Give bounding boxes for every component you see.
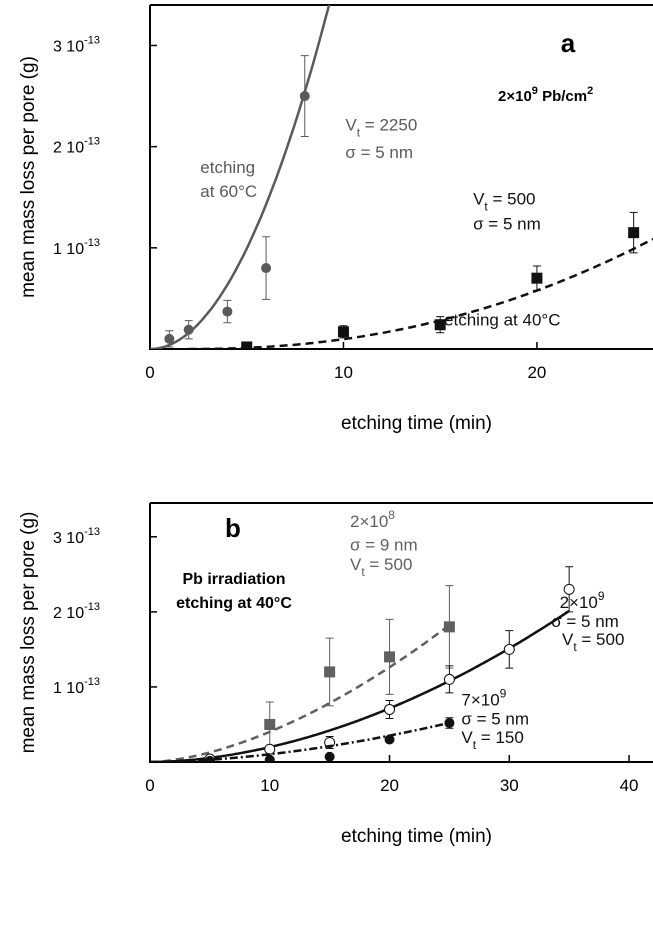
- x-tick-label: 10: [334, 363, 353, 382]
- panel-a: 0 10 20 1 10-13 2 10-13 3 10-13 etching time (…: [18, 4, 653, 434]
- series-label: 7×109: [461, 687, 506, 710]
- data-point: [324, 666, 336, 678]
- data-point: [183, 324, 194, 335]
- x-tick-label: 30: [500, 776, 519, 795]
- x-tick-label: 0: [145, 363, 154, 382]
- series-0: [150, 585, 455, 762]
- y-tick-label: 2 10-13: [53, 601, 100, 622]
- y-tick-label: 1 10-13: [53, 237, 100, 258]
- y-axis-label: mean mass loss per pore (g): [18, 56, 39, 298]
- y-tick-label: 3 10-13: [53, 34, 100, 55]
- x-axis-label: etching time (min): [341, 826, 492, 847]
- data-point: [299, 91, 310, 102]
- series-label: 2×109: [560, 589, 605, 612]
- fit-curve: [150, 609, 570, 762]
- data-point: [324, 751, 335, 762]
- data-point: [443, 621, 455, 633]
- data-point: [443, 673, 455, 685]
- annotation-fluence: 2×109 Pb/cm2: [498, 85, 593, 105]
- series-label: σ = 5 nm: [551, 612, 619, 631]
- y-tick-label: 1 10-13: [53, 676, 100, 697]
- series-label: Vt = 500: [350, 555, 412, 579]
- fit-curve: [150, 721, 450, 762]
- panel-label: b: [225, 513, 241, 543]
- x-tick-label: 40: [620, 776, 639, 795]
- series-label: σ = 9 nm: [350, 535, 418, 554]
- data-point: [261, 263, 272, 274]
- series-label: Vt = 500: [562, 630, 624, 654]
- x-axis-label: etching time (min): [341, 413, 492, 434]
- panel-label: a: [561, 28, 576, 58]
- x-tick-label: 20: [380, 776, 399, 795]
- series-label: etching at 40°C: [444, 311, 560, 330]
- series-label: Vt = 2250: [345, 115, 417, 139]
- axes-frame: [149, 5, 653, 350]
- fit-curve: [150, 624, 451, 762]
- x-tick-label: 0: [145, 776, 154, 795]
- y-tick-exponent: -13: [84, 237, 100, 249]
- data-point: [264, 754, 275, 762]
- data-point: [204, 755, 215, 762]
- data-point: [628, 227, 640, 239]
- fit-curve: [150, 5, 331, 349]
- y-tick-exponent: -13: [84, 34, 100, 46]
- data-point: [444, 717, 455, 728]
- data-point: [503, 643, 515, 655]
- series-2: [150, 717, 455, 762]
- data-point: [222, 306, 233, 317]
- data-point: [241, 341, 253, 349]
- series-1: [150, 566, 575, 762]
- data-point: [164, 333, 175, 344]
- series-label: Vt = 150: [461, 728, 523, 752]
- y-tick-exponent: -13: [84, 601, 100, 613]
- y-axis-label: mean mass loss per pore (g): [18, 512, 39, 754]
- annotation-line: etching at 40°C: [176, 595, 292, 612]
- y-tick-label: 2 10-13: [53, 136, 100, 157]
- data-point: [384, 651, 396, 663]
- series-label: Vt = 500: [473, 189, 535, 213]
- data-point: [434, 319, 446, 331]
- data-point: [264, 718, 276, 730]
- data-point: [264, 743, 276, 755]
- series-0: [150, 5, 331, 349]
- data-point: [384, 703, 396, 715]
- data-point: [531, 272, 543, 284]
- annotation-line: Pb irradiation: [182, 571, 285, 588]
- series-label: 2×108: [350, 508, 395, 531]
- series-label: σ = 5 nm: [461, 709, 529, 728]
- data-point: [384, 734, 395, 745]
- x-tick-label: 10: [260, 776, 279, 795]
- y-tick-exponent: -13: [84, 526, 100, 538]
- series-label: σ = 5 nm: [345, 143, 413, 162]
- y-tick-label: 3 10-13: [53, 526, 100, 547]
- data-point: [337, 326, 349, 338]
- x-tick-label: 20: [527, 363, 546, 382]
- y-tick-exponent: -13: [84, 676, 100, 688]
- series-label: σ = 5 nm: [473, 215, 541, 234]
- y-tick-exponent: -13: [84, 136, 100, 148]
- fit-curve: [188, 237, 653, 349]
- series-1: [188, 211, 653, 349]
- series-label: at 60°C: [200, 182, 257, 201]
- series-label: etching: [200, 158, 255, 177]
- panel-b: 0 10 20 30 40 1 10-13 2 10-13 3 10-13 etching ti…: [18, 502, 653, 847]
- data-point: [563, 583, 575, 595]
